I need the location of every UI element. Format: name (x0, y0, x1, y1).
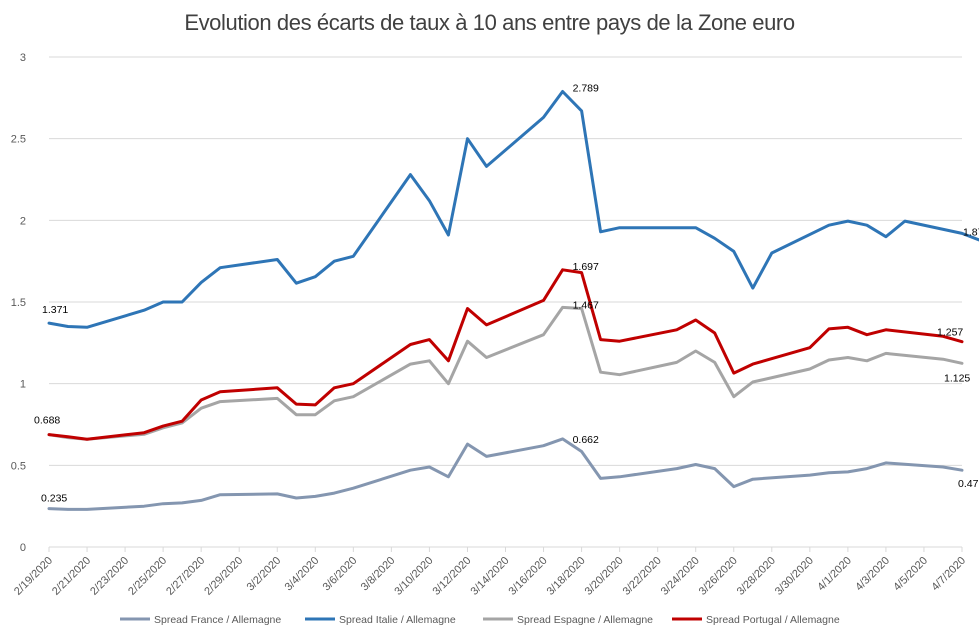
legend-item-label: Spread France / Allemagne (154, 614, 281, 626)
x-tick-label: 2/21/2020 (50, 555, 93, 598)
series-lines (47, 90, 979, 511)
x-tick-label: 3/28/2020 (735, 555, 778, 598)
x-tick-label: 3/26/2020 (697, 555, 740, 598)
x-tick-label: 4/3/2020 (853, 555, 892, 594)
legend-item-label: Spread Italie / Allemagne (339, 614, 456, 626)
x-tick-label: 3/16/2020 (507, 555, 550, 598)
x-tick-label: 3/14/2020 (469, 555, 512, 598)
y-tick-label: 0.5 (11, 460, 26, 472)
series-line-france (47, 437, 964, 511)
series-line-portugal (47, 268, 964, 441)
x-tick-label: 2/19/2020 (12, 555, 55, 598)
y-tick-label: 2 (20, 215, 26, 227)
y-tick-label: 2.5 (11, 134, 26, 146)
x-tick-label: 2/25/2020 (126, 555, 169, 598)
x-tick-label: 4/5/2020 (891, 555, 930, 594)
legend-item-label: Spread Espagne / Allemagne (517, 614, 653, 626)
y-tick-label: 0 (20, 542, 26, 554)
x-tick-label: 3/10/2020 (392, 555, 435, 598)
legend: Spread France / Allemagne Spread Italie /… (120, 614, 840, 626)
chart-title: Evolution des écarts de taux à 10 ans en… (184, 10, 795, 35)
x-tick-label: 3/20/2020 (583, 555, 626, 598)
data-label: 0.662 (573, 434, 599, 446)
x-tick-label: 2/23/2020 (88, 555, 131, 598)
legend-item-label: Spread Portugal / Allemagne (706, 614, 840, 626)
x-tick-label: 2/29/2020 (202, 555, 245, 598)
x-tick-label: 3/12/2020 (430, 555, 473, 598)
series-line-italie (47, 90, 979, 329)
data-labels: 0.235 0.662 0.47 1.371 2.789 1.876 1.467 1.125 0… (34, 82, 979, 504)
data-label: 1.257 (937, 327, 963, 339)
y-tick-label: 1.5 (11, 297, 26, 309)
data-label: 0.688 (34, 415, 60, 427)
data-label: 0.235 (41, 493, 67, 505)
x-tick-label: 3/6/2020 (321, 555, 360, 594)
data-label: 2.789 (573, 82, 599, 94)
x-tick-label: 4/1/2020 (815, 555, 854, 594)
data-label: 1.876 (963, 227, 979, 239)
x-tick-label: 3/22/2020 (621, 555, 664, 598)
y-tick-label: 3 (20, 52, 26, 64)
series-line-espagne (47, 305, 964, 441)
gridlines (49, 56, 962, 466)
x-tick-label: 3/8/2020 (359, 555, 398, 594)
data-label: 1.371 (42, 304, 68, 316)
data-label: 0.47 (958, 478, 979, 490)
x-tick-label: 3/18/2020 (545, 555, 588, 598)
data-label: 1.125 (944, 372, 970, 384)
x-tick-label: 2/27/2020 (164, 555, 207, 598)
x-tick-label: 3/30/2020 (773, 555, 816, 598)
y-tick-label: 1 (20, 379, 26, 391)
x-tick-label: 3/4/2020 (283, 555, 322, 594)
x-tick-label: 3/2/2020 (245, 555, 284, 594)
data-label: 1.697 (573, 261, 599, 273)
x-tick-label: 4/7/2020 (929, 555, 968, 594)
x-tick-label: 3/24/2020 (659, 555, 702, 598)
data-label: 1.467 (573, 299, 599, 311)
